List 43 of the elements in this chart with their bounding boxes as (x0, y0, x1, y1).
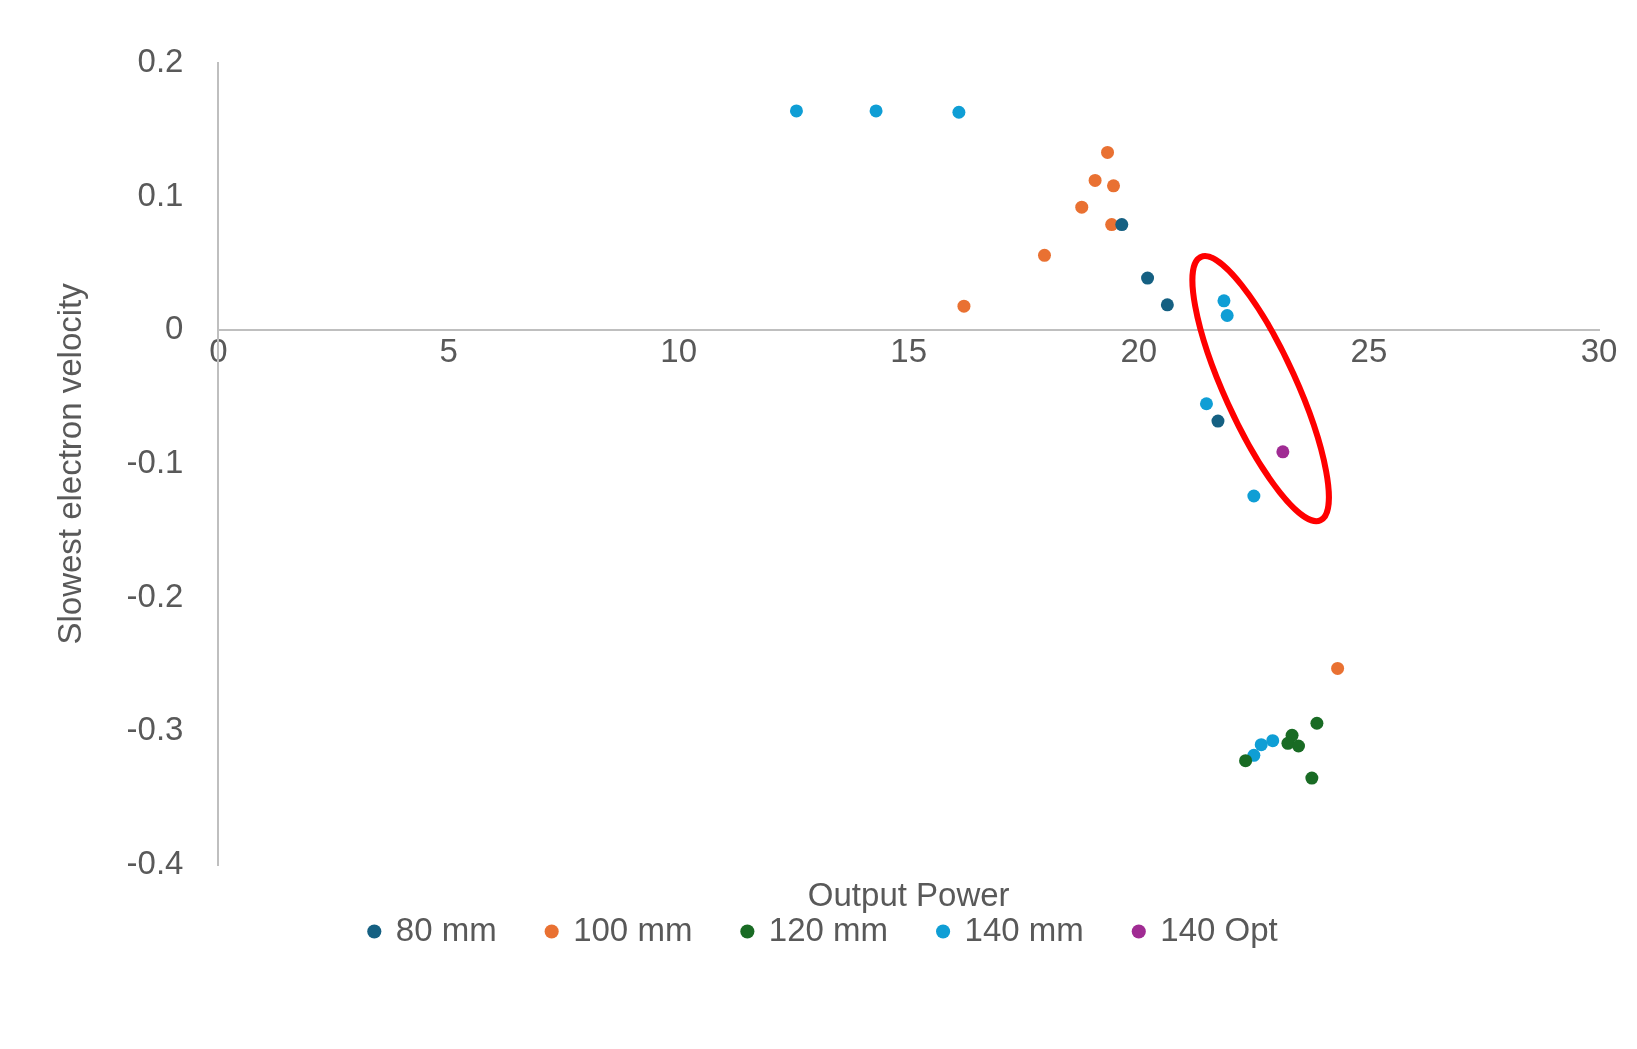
point (1305, 771, 1319, 785)
point (1141, 271, 1155, 285)
legend-label: 140 Opt (1160, 910, 1278, 948)
point (1276, 445, 1290, 459)
x-tick-label: 5 (439, 332, 458, 370)
y-tick-label: 0 (165, 309, 184, 347)
y-tick-label: -0.4 (126, 844, 184, 882)
y-tick-label: 0.1 (137, 175, 184, 213)
point (869, 104, 883, 118)
point (1281, 736, 1295, 750)
point (1199, 397, 1213, 411)
point (1310, 716, 1324, 730)
point (1217, 294, 1231, 308)
point (1088, 173, 1102, 187)
point (1254, 738, 1268, 752)
legend-label: 100 mm (573, 910, 693, 948)
y-tick-label: -0.1 (126, 442, 184, 480)
x-tick-label: 15 (890, 332, 928, 370)
point (1107, 179, 1121, 193)
point (1160, 298, 1174, 312)
point (1331, 661, 1345, 675)
point (1247, 489, 1261, 503)
point (1075, 200, 1089, 214)
point (789, 104, 803, 118)
x-tick-label: 20 (1120, 332, 1158, 370)
point (1220, 308, 1234, 322)
y-tick-label: -0.2 (126, 576, 184, 614)
point (1115, 218, 1129, 232)
x-tick-label: 25 (1350, 332, 1388, 370)
point (1292, 739, 1305, 753)
point (957, 299, 971, 313)
x-tick-label: 10 (660, 332, 697, 370)
y-tick-label: -0.3 (126, 710, 184, 748)
point (1239, 754, 1253, 768)
y-tick-label: 0.2 (137, 41, 184, 79)
point (1037, 248, 1051, 262)
point (1101, 145, 1115, 159)
point (1266, 734, 1280, 748)
point (952, 105, 966, 119)
legend-label: 80 mm (395, 910, 497, 948)
y-axis-title: Slowest electron velocity (50, 282, 88, 645)
point (1211, 414, 1225, 428)
x-tick-label: 30 (1580, 332, 1618, 370)
